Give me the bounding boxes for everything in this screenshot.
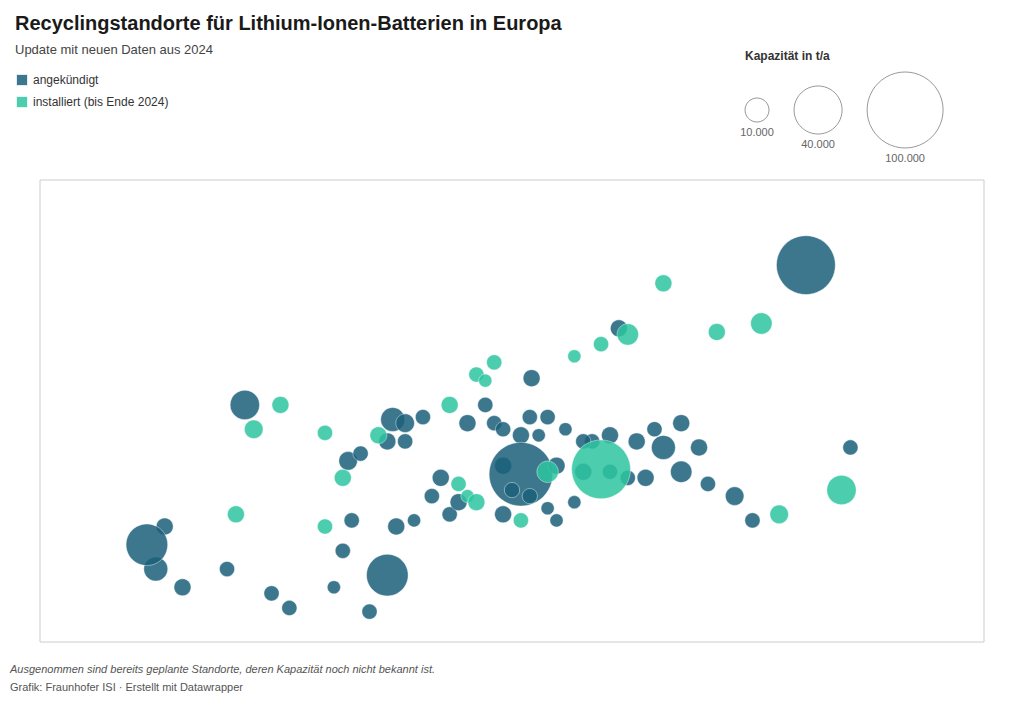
svg-text:angekündigt: angekündigt <box>33 73 99 87</box>
svg-text:40.000: 40.000 <box>801 138 835 150</box>
svg-text:Update mit neuen Daten aus 202: Update mit neuen Daten aus 2024 <box>15 42 213 57</box>
svg-text:Kapazität in t/a: Kapazität in t/a <box>745 49 830 63</box>
svg-text:Ausgenommen sind bereits gepla: Ausgenommen sind bereits geplante Stando… <box>9 663 435 675</box>
svg-text:installiert (bis Ende 2024): installiert (bis Ende 2024) <box>33 95 168 109</box>
svg-text:10.000: 10.000 <box>740 126 774 138</box>
svg-text:100.000: 100.000 <box>885 152 925 164</box>
svg-text:Grafik: Fraunhofer ISI · Erste: Grafik: Fraunhofer ISI · Erstellt mit Da… <box>10 681 243 693</box>
svg-text:Recyclingstandorte für Lithium: Recyclingstandorte für Lithium-Ionen-Bat… <box>15 12 563 34</box>
